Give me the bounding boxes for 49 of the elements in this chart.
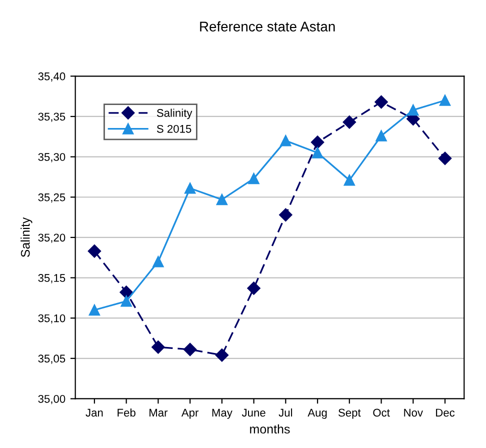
y-tick-label: 35,30: [38, 153, 66, 162]
point: [248, 173, 260, 184]
point: [152, 256, 164, 268]
x-tick-label: June: [242, 408, 266, 417]
y-tick-label: 35,10: [38, 314, 66, 324]
x-tick-label: Sept: [338, 408, 361, 419]
y-tick-label: 35,20: [38, 234, 66, 243]
x-tick-label: Jul: [278, 408, 292, 417]
y-axis-title: Salinity: [20, 217, 32, 258]
point: [344, 174, 355, 186]
y-tick-label: 35,35: [38, 112, 66, 122]
y-tick-label: 35,40: [38, 72, 66, 82]
x-tick-label: Aug: [308, 408, 327, 419]
x-tick-label: Mar: [150, 408, 168, 417]
legend-label: S 2015: [156, 124, 192, 133]
point: [342, 116, 356, 129]
x-tick-label: Nov: [404, 408, 423, 417]
point: [216, 194, 228, 206]
point: [152, 340, 165, 354]
point: [312, 147, 324, 158]
point: [88, 244, 102, 258]
x-axis-title: months: [250, 424, 290, 434]
point: [438, 152, 452, 165]
point: [183, 342, 197, 356]
chart-title: Reference state Astan: [200, 21, 335, 32]
y-tick-label: 35,15: [38, 274, 66, 284]
point: [247, 282, 260, 295]
point: [439, 94, 451, 106]
point: [184, 182, 196, 194]
y-tick-label: 35,05: [38, 354, 66, 364]
x-tick-label: Apr: [181, 408, 199, 419]
point: [280, 135, 292, 146]
y-tick-label: 35,00: [38, 394, 66, 404]
point: [88, 304, 100, 316]
point: [310, 136, 324, 149]
point: [376, 130, 387, 142]
point: [408, 104, 419, 116]
point: [120, 286, 133, 299]
legend-label: Salinity: [156, 108, 192, 120]
point: [374, 95, 388, 109]
x-tick-label: May: [212, 408, 232, 419]
x-tick-label: Jan: [86, 408, 103, 417]
y-tick-label: 35,25: [38, 193, 66, 203]
x-tick-label: Oct: [373, 408, 390, 417]
x-tick-label: Dec: [436, 408, 455, 417]
point: [215, 348, 229, 362]
point: [279, 208, 292, 222]
x-tick-label: Feb: [118, 408, 136, 417]
point: [120, 296, 132, 307]
